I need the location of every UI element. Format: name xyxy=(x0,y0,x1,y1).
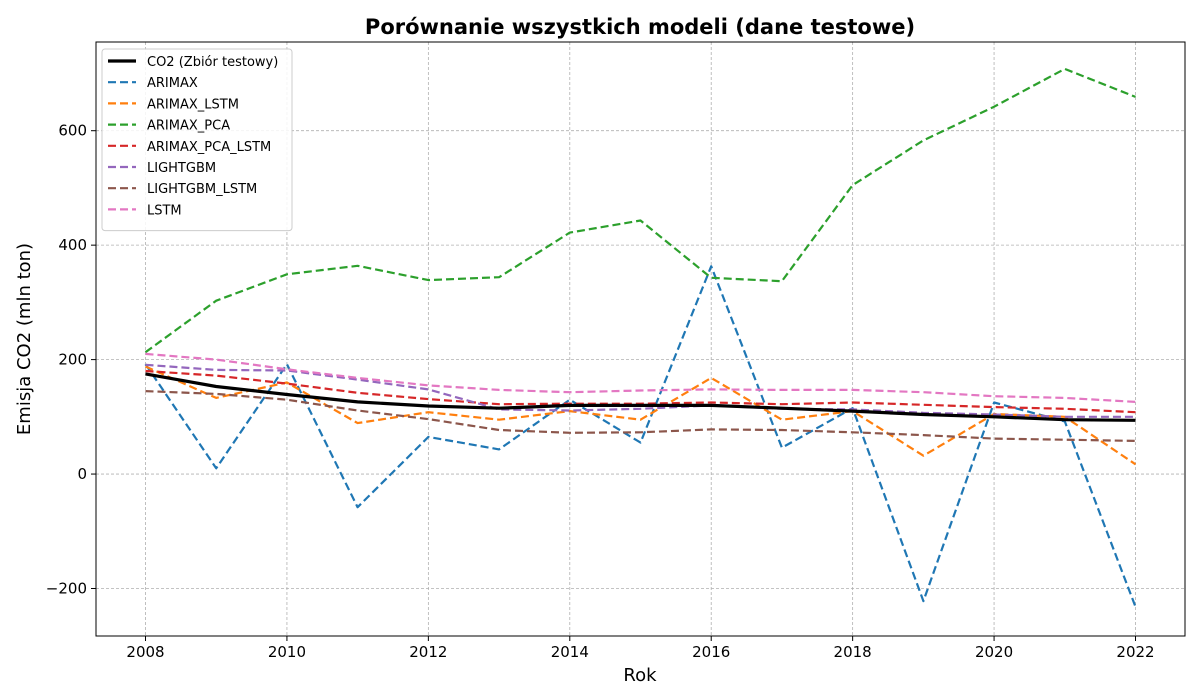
y-tick-label: 600 xyxy=(58,122,87,140)
x-tick-label: 2022 xyxy=(1116,643,1154,661)
x-tick-label: 2010 xyxy=(268,643,306,661)
y-tick-label: 200 xyxy=(58,351,87,369)
x-tick-label: 2012 xyxy=(409,643,447,661)
series-lines xyxy=(144,67,1137,608)
x-tick-label: 2008 xyxy=(126,643,164,661)
legend-label: CO2 (Zbiór testowy) xyxy=(147,55,278,70)
legend-box xyxy=(101,48,293,232)
legend-label: ARIMAX_PCA_LSTM xyxy=(147,140,271,155)
series-line-lightgbm xyxy=(145,363,1136,418)
series-line-lightgbm-lstm xyxy=(145,390,1136,442)
series-line-arimax-pca xyxy=(144,67,1136,354)
y-axis-ticks: −200 0 200 400 600 xyxy=(46,122,96,598)
legend-label: ARIMAX_LSTM xyxy=(147,97,239,112)
y-tick-label: −200 xyxy=(46,580,87,598)
legend: CO2 (Zbiór testowy) ARIMAX ARIMAX_LSTM ARIM… xyxy=(101,48,293,232)
x-tick-label: 2014 xyxy=(551,643,589,661)
series-line-lstm xyxy=(145,352,1136,403)
x-tick-label: 2020 xyxy=(975,643,1013,661)
chart-title: Porównanie wszystkich modeli (dane testo… xyxy=(365,15,915,39)
legend-label: LIGHTGBM xyxy=(147,161,216,176)
y-tick-label: 400 xyxy=(58,236,87,254)
legend-label: LSTM xyxy=(147,203,182,218)
series-line-arimax xyxy=(144,265,1137,608)
x-tick-label: 2018 xyxy=(834,643,872,661)
x-axis-ticks: 2008 2010 2012 2014 2016 2018 2020 2022 xyxy=(126,636,1155,661)
x-axis-title: Rok xyxy=(623,665,657,686)
y-tick-label: 0 xyxy=(77,465,87,483)
x-tick-label: 2016 xyxy=(692,643,730,661)
legend-label: ARIMAX_PCA xyxy=(147,119,230,134)
series-line-co2-zbi-r-testowy xyxy=(145,372,1136,422)
series-line-arimax-lstm xyxy=(145,365,1137,466)
series-line-arimax-pca-lstm xyxy=(145,369,1136,414)
y-axis-title: Emisja CO2 (mln ton) xyxy=(14,243,35,435)
legend-label: ARIMAX xyxy=(147,76,198,91)
legend-label: LIGHTGBM_LSTM xyxy=(147,182,257,197)
plot-area-frame xyxy=(95,41,1186,637)
